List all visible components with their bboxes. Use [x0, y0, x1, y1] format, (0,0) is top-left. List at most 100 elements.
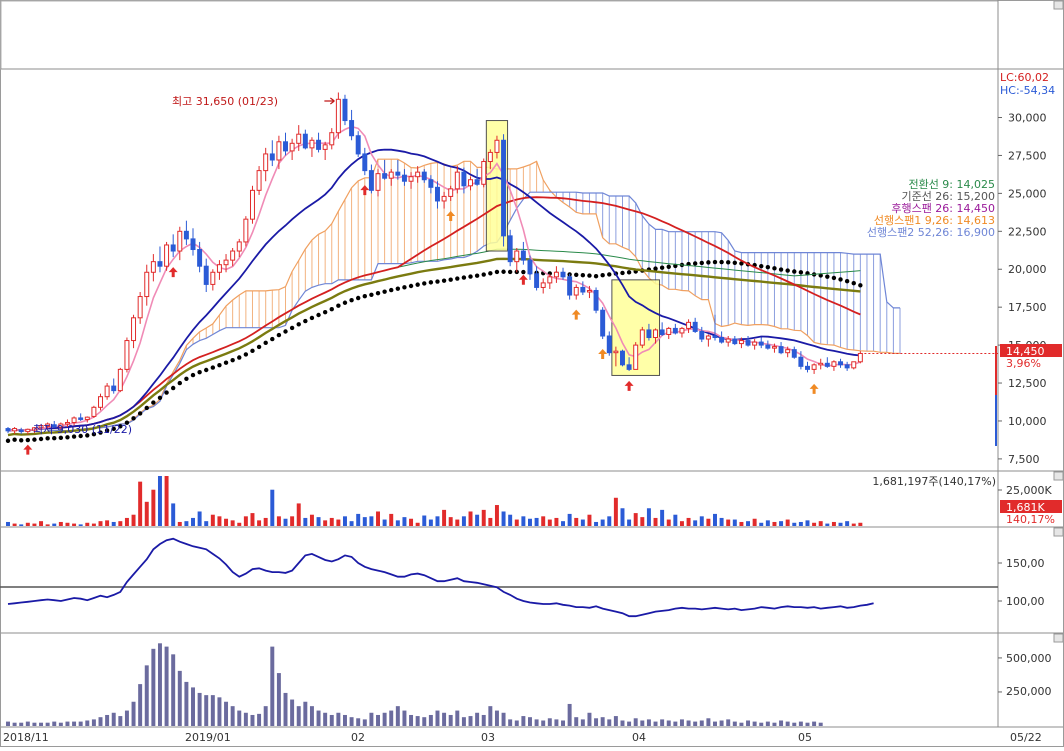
obv-panel-close-icon[interactable]	[1053, 633, 1064, 643]
candle-body	[269, 153, 275, 161]
candle-body	[197, 249, 203, 267]
pivot-dot	[131, 416, 136, 421]
obv-bar	[673, 721, 678, 726]
candle-body	[362, 153, 368, 172]
volume-bar	[785, 519, 790, 526]
pivot-dot	[507, 269, 513, 275]
volume-bar	[494, 505, 499, 526]
price-tick-label: 20,000	[1008, 263, 1047, 276]
volume-bar	[726, 519, 731, 526]
pivot-dot	[137, 411, 143, 416]
volume-bar	[144, 501, 149, 526]
obv-bar	[356, 718, 361, 726]
candle-body	[725, 338, 731, 343]
candle-body	[256, 170, 262, 191]
volume-bar	[620, 508, 625, 526]
volume-bar	[296, 503, 301, 526]
obv-bar	[144, 665, 149, 726]
obv-bar	[151, 648, 156, 726]
volume-bar	[389, 513, 394, 526]
obv-bar	[488, 706, 493, 726]
pivot-dot	[19, 438, 24, 443]
obv-tick-500k: 500,000	[1006, 652, 1052, 665]
pivot-dot	[435, 279, 440, 284]
panel-close-icon[interactable]	[1053, 0, 1064, 10]
volume-bar	[111, 521, 116, 526]
volume-bar	[177, 521, 182, 526]
candle-body	[857, 352, 863, 363]
pivot-dot	[798, 270, 804, 275]
pivot-dot	[342, 300, 348, 305]
ma5-line	[7, 125, 861, 432]
obv-bar	[415, 716, 420, 726]
volume-bar	[376, 511, 380, 526]
obv-bar	[666, 720, 671, 726]
candle-body	[501, 139, 507, 237]
candle-body	[646, 329, 652, 339]
candle-body	[468, 179, 474, 187]
candle-body	[738, 340, 744, 345]
volume-panel-close-icon[interactable]	[1053, 471, 1064, 481]
obv-bar	[580, 719, 585, 726]
volume-bar	[171, 503, 176, 526]
candle-body	[51, 424, 57, 428]
pivot-dot	[184, 376, 189, 381]
pivot-dot	[144, 405, 149, 411]
pivot-dot	[5, 438, 11, 443]
candle-body	[778, 346, 784, 354]
volume-bar	[468, 511, 473, 526]
obv-bar	[422, 717, 427, 726]
volume-bar	[250, 513, 255, 526]
volume-bar	[798, 521, 803, 526]
obv-bar	[283, 692, 288, 726]
obv-bar	[32, 722, 37, 726]
pivot-dot	[759, 263, 764, 269]
volume-bar	[428, 519, 433, 526]
volume-bar	[415, 522, 420, 526]
obv-bar	[58, 722, 63, 726]
obv-bar	[382, 712, 387, 726]
volume-bar	[224, 518, 229, 526]
obv-bar	[217, 697, 222, 726]
candle-body	[64, 421, 70, 425]
pivot-dot	[197, 369, 202, 375]
pivot-dot	[772, 266, 777, 271]
pivot-dot	[151, 400, 156, 405]
pivot-dot	[468, 274, 473, 279]
pivot-dot	[91, 432, 97, 437]
volume-bar	[732, 519, 737, 526]
candle-body	[679, 327, 685, 334]
buy-arrow-icon	[598, 349, 608, 360]
volume-bar	[52, 523, 57, 526]
volume-tick: 25,000K	[1006, 484, 1052, 497]
volume-bar	[646, 508, 651, 526]
obv-bar	[303, 701, 308, 726]
volume-bar	[746, 521, 751, 526]
candle-body	[752, 341, 758, 346]
pivot-dot	[322, 309, 328, 315]
candle-body	[692, 321, 698, 332]
obv-bar	[349, 717, 354, 726]
lc-badge: LC:60,02	[1000, 71, 1049, 84]
hc-badge: HC:-54,34	[1000, 84, 1055, 97]
cci-panel-close-icon[interactable]	[1053, 527, 1064, 537]
pivot-dot	[620, 270, 625, 276]
obv-panel	[6, 643, 823, 726]
candle-body	[653, 329, 659, 339]
candle-body	[368, 170, 374, 191]
candle-body	[31, 427, 37, 431]
pivot-dot	[428, 280, 434, 285]
pivot-dot	[210, 365, 216, 370]
volume-bar	[243, 516, 248, 526]
pivot-dot	[574, 272, 579, 277]
candle-body	[633, 344, 639, 370]
buy-arrow-icon	[809, 383, 819, 394]
obv-bar	[660, 719, 665, 726]
volume-bar	[455, 519, 460, 526]
obv-bar	[296, 706, 301, 726]
obv-bar	[177, 670, 182, 726]
volume-bar	[138, 481, 143, 526]
candle-body	[626, 364, 632, 370]
ma60-line	[7, 196, 861, 432]
candle-body	[474, 179, 480, 185]
